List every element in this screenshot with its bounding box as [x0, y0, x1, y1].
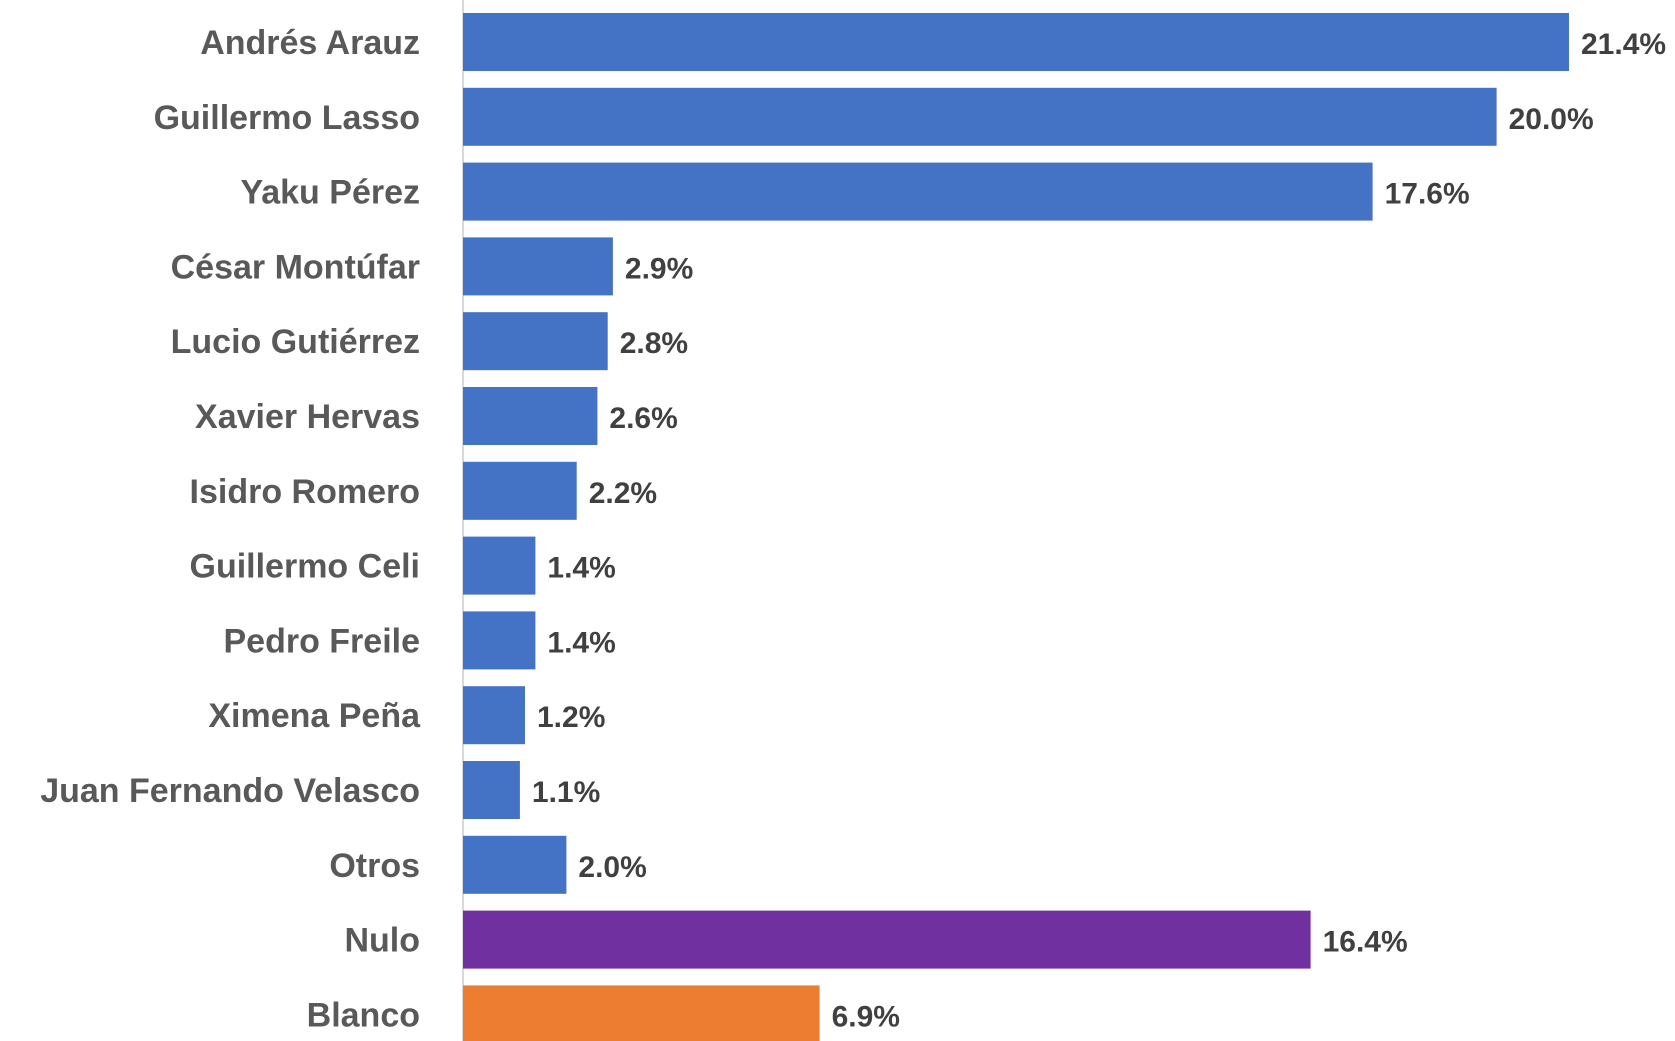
category-label-yaku-perez: Yaku Pérez — [240, 174, 420, 212]
value-label-guillermo-celi: 1.4% — [547, 552, 615, 585]
category-label-xavier-hervas: Xavier Hervas — [195, 398, 420, 436]
labels-layer: Andrés Arauz 21.4% Guillermo Lasso 20.0% Yak… — [40, 24, 1666, 1034]
value-label-isidro-romero: 2.2% — [589, 477, 657, 510]
value-label-juan-fernando-velasco: 1.1% — [532, 776, 600, 809]
category-label-blanco: Blanco — [307, 996, 420, 1034]
category-label-pedro-freile: Pedro Freile — [223, 622, 420, 660]
bar-juan-fernando-velasco — [463, 761, 520, 819]
bar-ximena-pena — [463, 686, 525, 745]
value-label-lucio-gutierrez: 2.8% — [620, 327, 688, 360]
bar-yaku-perez — [463, 162, 1373, 221]
bar-pedro-freile — [463, 611, 536, 670]
value-label-blanco: 6.9% — [832, 1000, 900, 1033]
bar-otros — [463, 835, 567, 894]
value-label-nulo: 16.4% — [1323, 926, 1408, 959]
category-label-lucio-gutierrez: Lucio Gutiérrez — [171, 323, 420, 361]
value-label-yaku-perez: 17.6% — [1385, 178, 1470, 211]
category-label-juan-fernando-velasco: Juan Fernando Velasco — [40, 772, 420, 810]
bar-xavier-hervas — [463, 387, 598, 445]
bar-lucio-gutierrez — [463, 312, 608, 371]
bar-guillermo-lasso — [463, 87, 1497, 146]
bar-andres-arauz — [463, 13, 1569, 71]
category-label-guillermo-lasso: Guillermo Lasso — [154, 99, 420, 137]
category-label-andres-arauz: Andrés Arauz — [200, 24, 420, 62]
category-label-guillermo-celi: Guillermo Celi — [190, 548, 421, 586]
bar-isidro-romero — [463, 461, 577, 520]
bar-guillermo-celi — [463, 536, 536, 595]
bar-blanco — [463, 985, 820, 1041]
category-label-otros: Otros — [329, 847, 420, 885]
category-label-nulo: Nulo — [344, 922, 420, 960]
value-label-ximena-pena: 1.2% — [537, 701, 605, 734]
category-label-isidro-romero: Isidro Romero — [190, 473, 420, 511]
value-label-pedro-freile: 1.4% — [547, 626, 615, 659]
value-label-guillermo-lasso: 20.0% — [1509, 103, 1594, 136]
category-label-cesar-montufar: César Montúfar — [171, 248, 420, 286]
bar-nulo — [463, 910, 1311, 969]
bar-cesar-montufar — [463, 237, 613, 296]
value-label-andres-arauz: 21.4% — [1581, 28, 1666, 61]
value-label-cesar-montufar: 2.9% — [625, 252, 693, 285]
bars-layer — [463, 13, 1569, 1041]
value-label-xavier-hervas: 2.6% — [609, 402, 677, 435]
value-label-otros: 2.0% — [578, 851, 646, 884]
category-label-ximena-pena: Ximena Peña — [208, 697, 421, 735]
